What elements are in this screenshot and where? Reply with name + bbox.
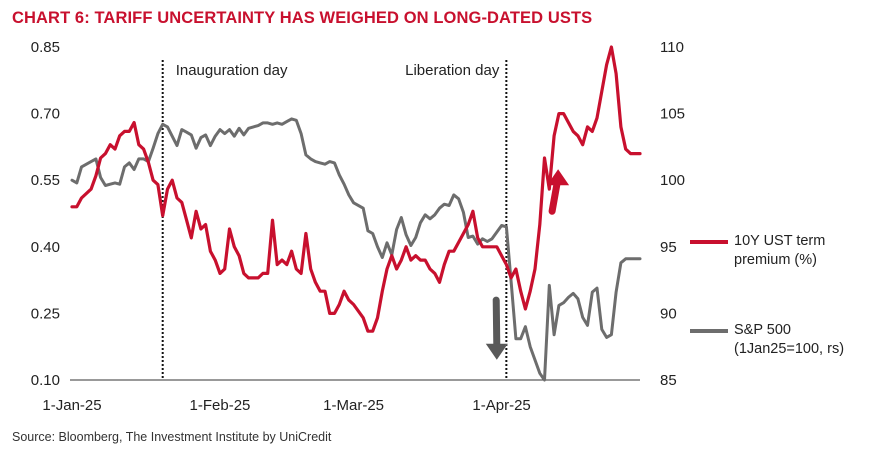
arrow-shaft <box>548 179 561 215</box>
legend-label-sp500: S&P 500 (1Jan25=100, rs) <box>734 322 845 357</box>
y-left-tick-label: 0.85 <box>31 39 60 56</box>
y-left-tick-label: 0.55 <box>31 172 60 189</box>
arrow-head <box>547 169 570 186</box>
source-note: Source: Bloomberg, The Investment Instit… <box>12 430 332 444</box>
term-premium-line <box>70 45 642 333</box>
event-label: Liberation day <box>405 62 500 79</box>
axes-group: 1-Jan-25 1-Feb-25 1-Mar-25 1-Apr-25 0.10 0.25… <box>31 39 685 414</box>
sp500-line <box>70 117 642 382</box>
y-right-tick-label: 90 <box>660 305 677 322</box>
chart-title: CHART 6: TARIFF UNCERTAINTY HAS WEIGHED … <box>12 9 593 27</box>
legend-item-sp500: S&P 500 (1Jan25=100, rs) <box>690 321 884 359</box>
up-arrow <box>547 169 570 215</box>
legend-item-term-premium: 10Y UST term premium (%) <box>690 232 884 270</box>
y-right-tick-label: 95 <box>660 239 677 256</box>
y-right-tick-label: 105 <box>660 106 685 123</box>
y-right-tick-label: 100 <box>660 172 685 189</box>
series-lines <box>70 45 642 382</box>
legend-swatch-term-premium <box>690 240 728 244</box>
y-right-tick-label: 110 <box>660 39 684 56</box>
y-right-tick-label: 85 <box>660 372 677 389</box>
x-tick-label: 1-Jan-25 <box>42 397 101 414</box>
annotation-arrows <box>485 169 570 360</box>
event-markers: Inauguration day Liberation day <box>161 60 508 380</box>
event-label: Inauguration day <box>176 62 288 79</box>
arrow-shaft <box>492 296 501 350</box>
x-tick-label: 1-Apr-25 <box>472 397 530 414</box>
x-tick-label: 1-Feb-25 <box>190 397 251 414</box>
legend-label-term-premium: 10Y UST term premium (%) <box>734 233 826 268</box>
y-left-tick-label: 0.40 <box>31 239 60 256</box>
legend-swatch-sp500 <box>690 329 728 333</box>
y-left-tick-label: 0.10 <box>31 372 60 389</box>
y-left-tick-label: 0.70 <box>31 106 60 123</box>
down-arrow <box>485 296 508 360</box>
y-left-tick-label: 0.25 <box>31 305 60 322</box>
arrow-head <box>485 343 508 360</box>
x-tick-label: 1-Mar-25 <box>323 397 384 414</box>
